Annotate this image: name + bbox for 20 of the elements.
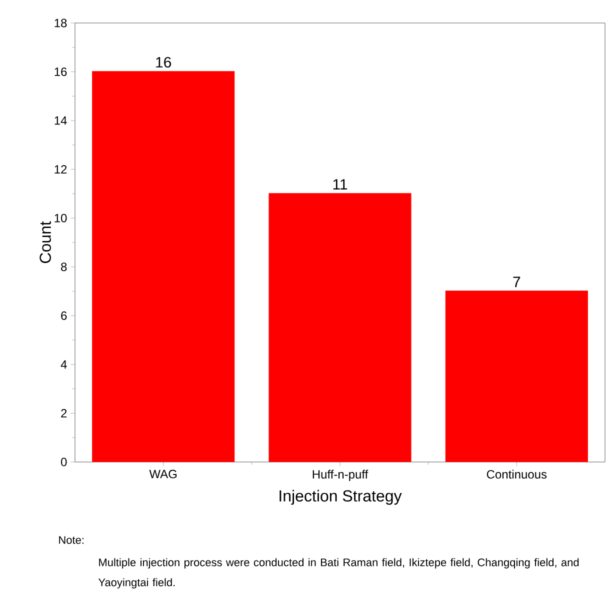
data-label: 16	[156, 56, 172, 68]
y-tick-label: 10	[54, 214, 67, 222]
data-label: 7	[513, 276, 520, 288]
x-tick-label: Huff-n-puff	[312, 470, 368, 481]
y-tick-label: 18	[54, 18, 67, 28]
x-axis-title: Injection Strategy	[280, 490, 402, 505]
y-tick-label: 12	[54, 165, 67, 174]
y-tick-label: 2	[61, 409, 67, 418]
y-tick-label: 6	[61, 311, 67, 320]
y-tick-label: 0	[60, 458, 67, 466]
y-tick-label: 8	[61, 262, 67, 272]
y-axis-title: Count	[40, 221, 51, 264]
y-tick-label: 16	[54, 68, 67, 76]
x-tick-label: Continuous	[486, 470, 547, 479]
x-tick-label: WAG	[149, 470, 177, 478]
y-tick-label: 4	[60, 360, 67, 369]
text: Note:	[59, 536, 84, 544]
y-tick-label: 14	[54, 116, 67, 125]
text: Multiple injection process were conducted in Bati Raman field, Ikiztepe field, Changqing field, and Yaoyingtai field.	[98, 558, 579, 588]
data-label: 11	[333, 179, 348, 190]
